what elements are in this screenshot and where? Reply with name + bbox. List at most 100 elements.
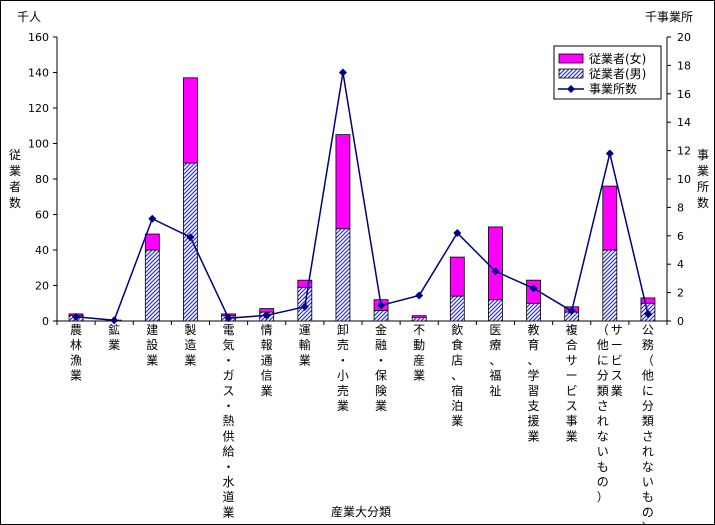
category-char: の xyxy=(642,505,654,519)
category-char: 類 xyxy=(597,384,609,398)
category-char: 卸 xyxy=(337,322,349,337)
category-char: 給 xyxy=(223,445,235,459)
category-char: 務 xyxy=(642,338,654,352)
y-left-tick-label: 20 xyxy=(35,280,49,293)
bar-female xyxy=(488,226,503,301)
category-char: ガ xyxy=(223,369,235,383)
category-char: 建 xyxy=(146,323,158,337)
y-left-tick-label: 140 xyxy=(28,67,49,80)
plot-area: 0 20 40 60 80 100 120 140 160 0 2 4 6 8 10 12 14 16 18 20 xyxy=(28,31,691,328)
category-char: 熱 xyxy=(223,414,235,428)
category-label: 鉱業 xyxy=(108,322,120,352)
bar-male xyxy=(335,228,351,322)
bar-female xyxy=(449,256,465,297)
category-char: 泊 xyxy=(451,399,463,413)
category-char: 業 xyxy=(146,353,158,367)
category-char: 類 xyxy=(642,414,654,428)
y-left-tick-label: 100 xyxy=(28,138,49,151)
category-char: 林 xyxy=(70,338,82,352)
category-label: 建設業 xyxy=(146,323,158,367)
y-right-tick-label: 0 xyxy=(677,315,684,328)
category-char: 宿 xyxy=(451,383,463,398)
category-char: サ xyxy=(611,323,623,337)
category-char: 事 xyxy=(566,414,578,428)
category-char: 、 xyxy=(451,369,463,383)
category-label: 金融・保険業 xyxy=(375,322,387,413)
legend-swatch xyxy=(558,68,584,79)
category-char: 業 xyxy=(611,384,623,398)
category-char: 業 xyxy=(261,384,273,398)
y-left-tick-label: 60 xyxy=(35,209,49,222)
category-char: 報 xyxy=(261,338,273,352)
category-char: 療 xyxy=(489,338,501,352)
bar-female xyxy=(144,233,160,251)
marker-establishment xyxy=(643,309,652,318)
category-char: 他 xyxy=(642,369,654,383)
category-char: （ xyxy=(597,323,609,337)
ylabel-left-char: 数 xyxy=(9,195,21,210)
category-char: 道 xyxy=(223,490,235,504)
category-char: 気 xyxy=(223,337,235,352)
category-char: ） xyxy=(597,490,609,504)
left-axis-unit: 千人 xyxy=(17,10,41,24)
category-labels: 農林漁業鉱業建設業製造業電気・ガス・熱供給・水道業情報通信業運輸業卸売・小売業金… xyxy=(70,322,654,524)
category-char: 、 xyxy=(489,353,501,367)
category-char: 援 xyxy=(528,414,540,428)
bar-female xyxy=(640,297,656,304)
category-char: 信 xyxy=(261,369,273,383)
y-right-tick-label: 14 xyxy=(677,116,691,129)
marker-establishment xyxy=(300,302,309,311)
category-char: 業 xyxy=(375,399,387,413)
category-char: 業 xyxy=(70,369,82,383)
category-char: 祉 xyxy=(489,384,501,398)
ylabel-left-char: 者 xyxy=(9,180,21,194)
category-char: 融 xyxy=(375,338,387,352)
marker-establishment xyxy=(453,228,462,237)
marker-establishment xyxy=(72,312,81,321)
category-char: 業 xyxy=(184,353,196,367)
category-char: 険 xyxy=(375,384,387,398)
category-char: 育 xyxy=(528,337,540,352)
category-char: ） xyxy=(642,521,654,524)
category-char: 製 xyxy=(184,323,196,337)
y-right-tick-label: 18 xyxy=(677,59,691,72)
category-char: 業 xyxy=(108,338,120,352)
category-char: 支 xyxy=(528,399,540,413)
category-char: 小 xyxy=(337,369,349,383)
category-char: 業 xyxy=(223,505,235,519)
category-char: 業 xyxy=(528,429,540,443)
legend-label: 従業者(男) xyxy=(589,67,646,81)
category-char: 店 xyxy=(451,353,463,367)
marker-establishment xyxy=(377,301,386,310)
bar-female xyxy=(297,279,313,288)
y-right-tick-label: 8 xyxy=(677,201,684,214)
y-right-tick-label: 16 xyxy=(677,88,691,101)
category-char: ー xyxy=(566,369,578,383)
category-char: 金 xyxy=(375,322,387,337)
category-char: 合 xyxy=(566,337,578,352)
category-char: 鉱 xyxy=(108,322,120,337)
legend-label: 従業者(女) xyxy=(589,51,646,66)
category-char: 福 xyxy=(489,368,501,383)
category-char: ・ xyxy=(337,353,349,367)
category-char: さ xyxy=(642,429,654,443)
bar-male xyxy=(526,302,541,322)
category-char: ・ xyxy=(375,353,387,367)
category-char: 売 xyxy=(337,383,349,398)
bar-male xyxy=(144,249,160,322)
bar-male xyxy=(602,249,618,322)
category-char: 産 xyxy=(413,352,425,367)
y-right-tick-label: 12 xyxy=(677,145,691,158)
category-char: 複 xyxy=(566,322,578,337)
marker-establishment xyxy=(529,284,538,293)
category-char: の xyxy=(597,475,609,489)
marker-establishment xyxy=(148,214,157,223)
marker-establishment xyxy=(567,307,576,316)
category-char: ・ xyxy=(223,399,235,413)
category-char: 飲 xyxy=(451,322,463,337)
